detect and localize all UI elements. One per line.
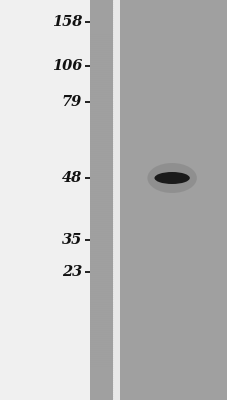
Text: 35: 35 <box>62 233 82 247</box>
Text: 158: 158 <box>52 15 82 29</box>
Text: 79: 79 <box>62 95 82 109</box>
Ellipse shape <box>147 163 196 193</box>
Bar <box>119 0 227 400</box>
Text: 23: 23 <box>62 265 82 279</box>
Text: 48: 48 <box>62 171 82 185</box>
Bar <box>90 0 112 400</box>
Text: 106: 106 <box>52 59 82 73</box>
Bar <box>112 0 119 400</box>
Ellipse shape <box>154 172 189 184</box>
